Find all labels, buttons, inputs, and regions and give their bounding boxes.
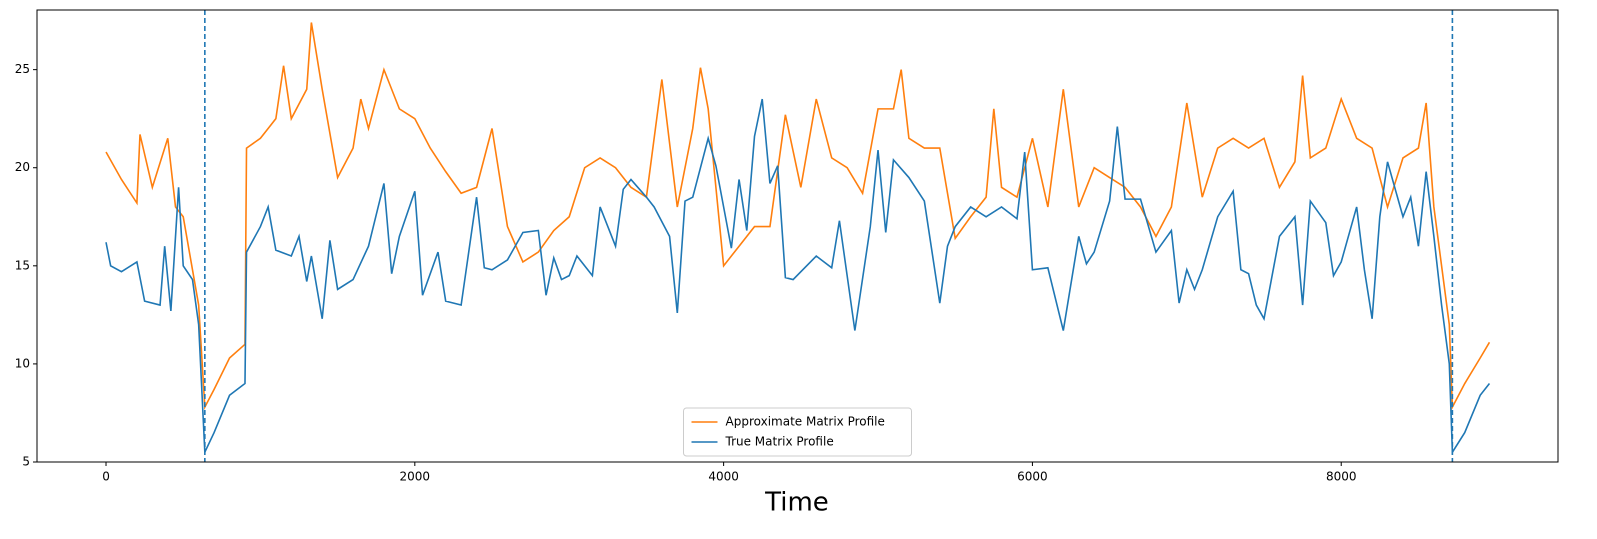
- x-tick-label: 0: [102, 470, 110, 484]
- legend-label: Approximate Matrix Profile: [726, 415, 885, 429]
- y-tick-label: 25: [15, 62, 30, 76]
- x-tick-label: 2000: [400, 470, 431, 484]
- plot-frame: [36, 9, 1559, 463]
- x-tick-label: 4000: [708, 470, 739, 484]
- legend-label: True Matrix Profile: [725, 435, 834, 449]
- legend-box: [683, 407, 912, 457]
- y-tick-label: 10: [15, 356, 30, 370]
- y-tick-label: 15: [15, 258, 30, 272]
- line-series: [105, 22, 1491, 411]
- line-series: [105, 98, 1491, 455]
- y-tick-label: 20: [15, 160, 30, 174]
- y-tick-label: 5: [22, 455, 30, 469]
- x-axis-label: Time: [764, 488, 829, 518]
- x-tick-label: 6000: [1017, 470, 1048, 484]
- x-tick-label: 8000: [1326, 470, 1357, 484]
